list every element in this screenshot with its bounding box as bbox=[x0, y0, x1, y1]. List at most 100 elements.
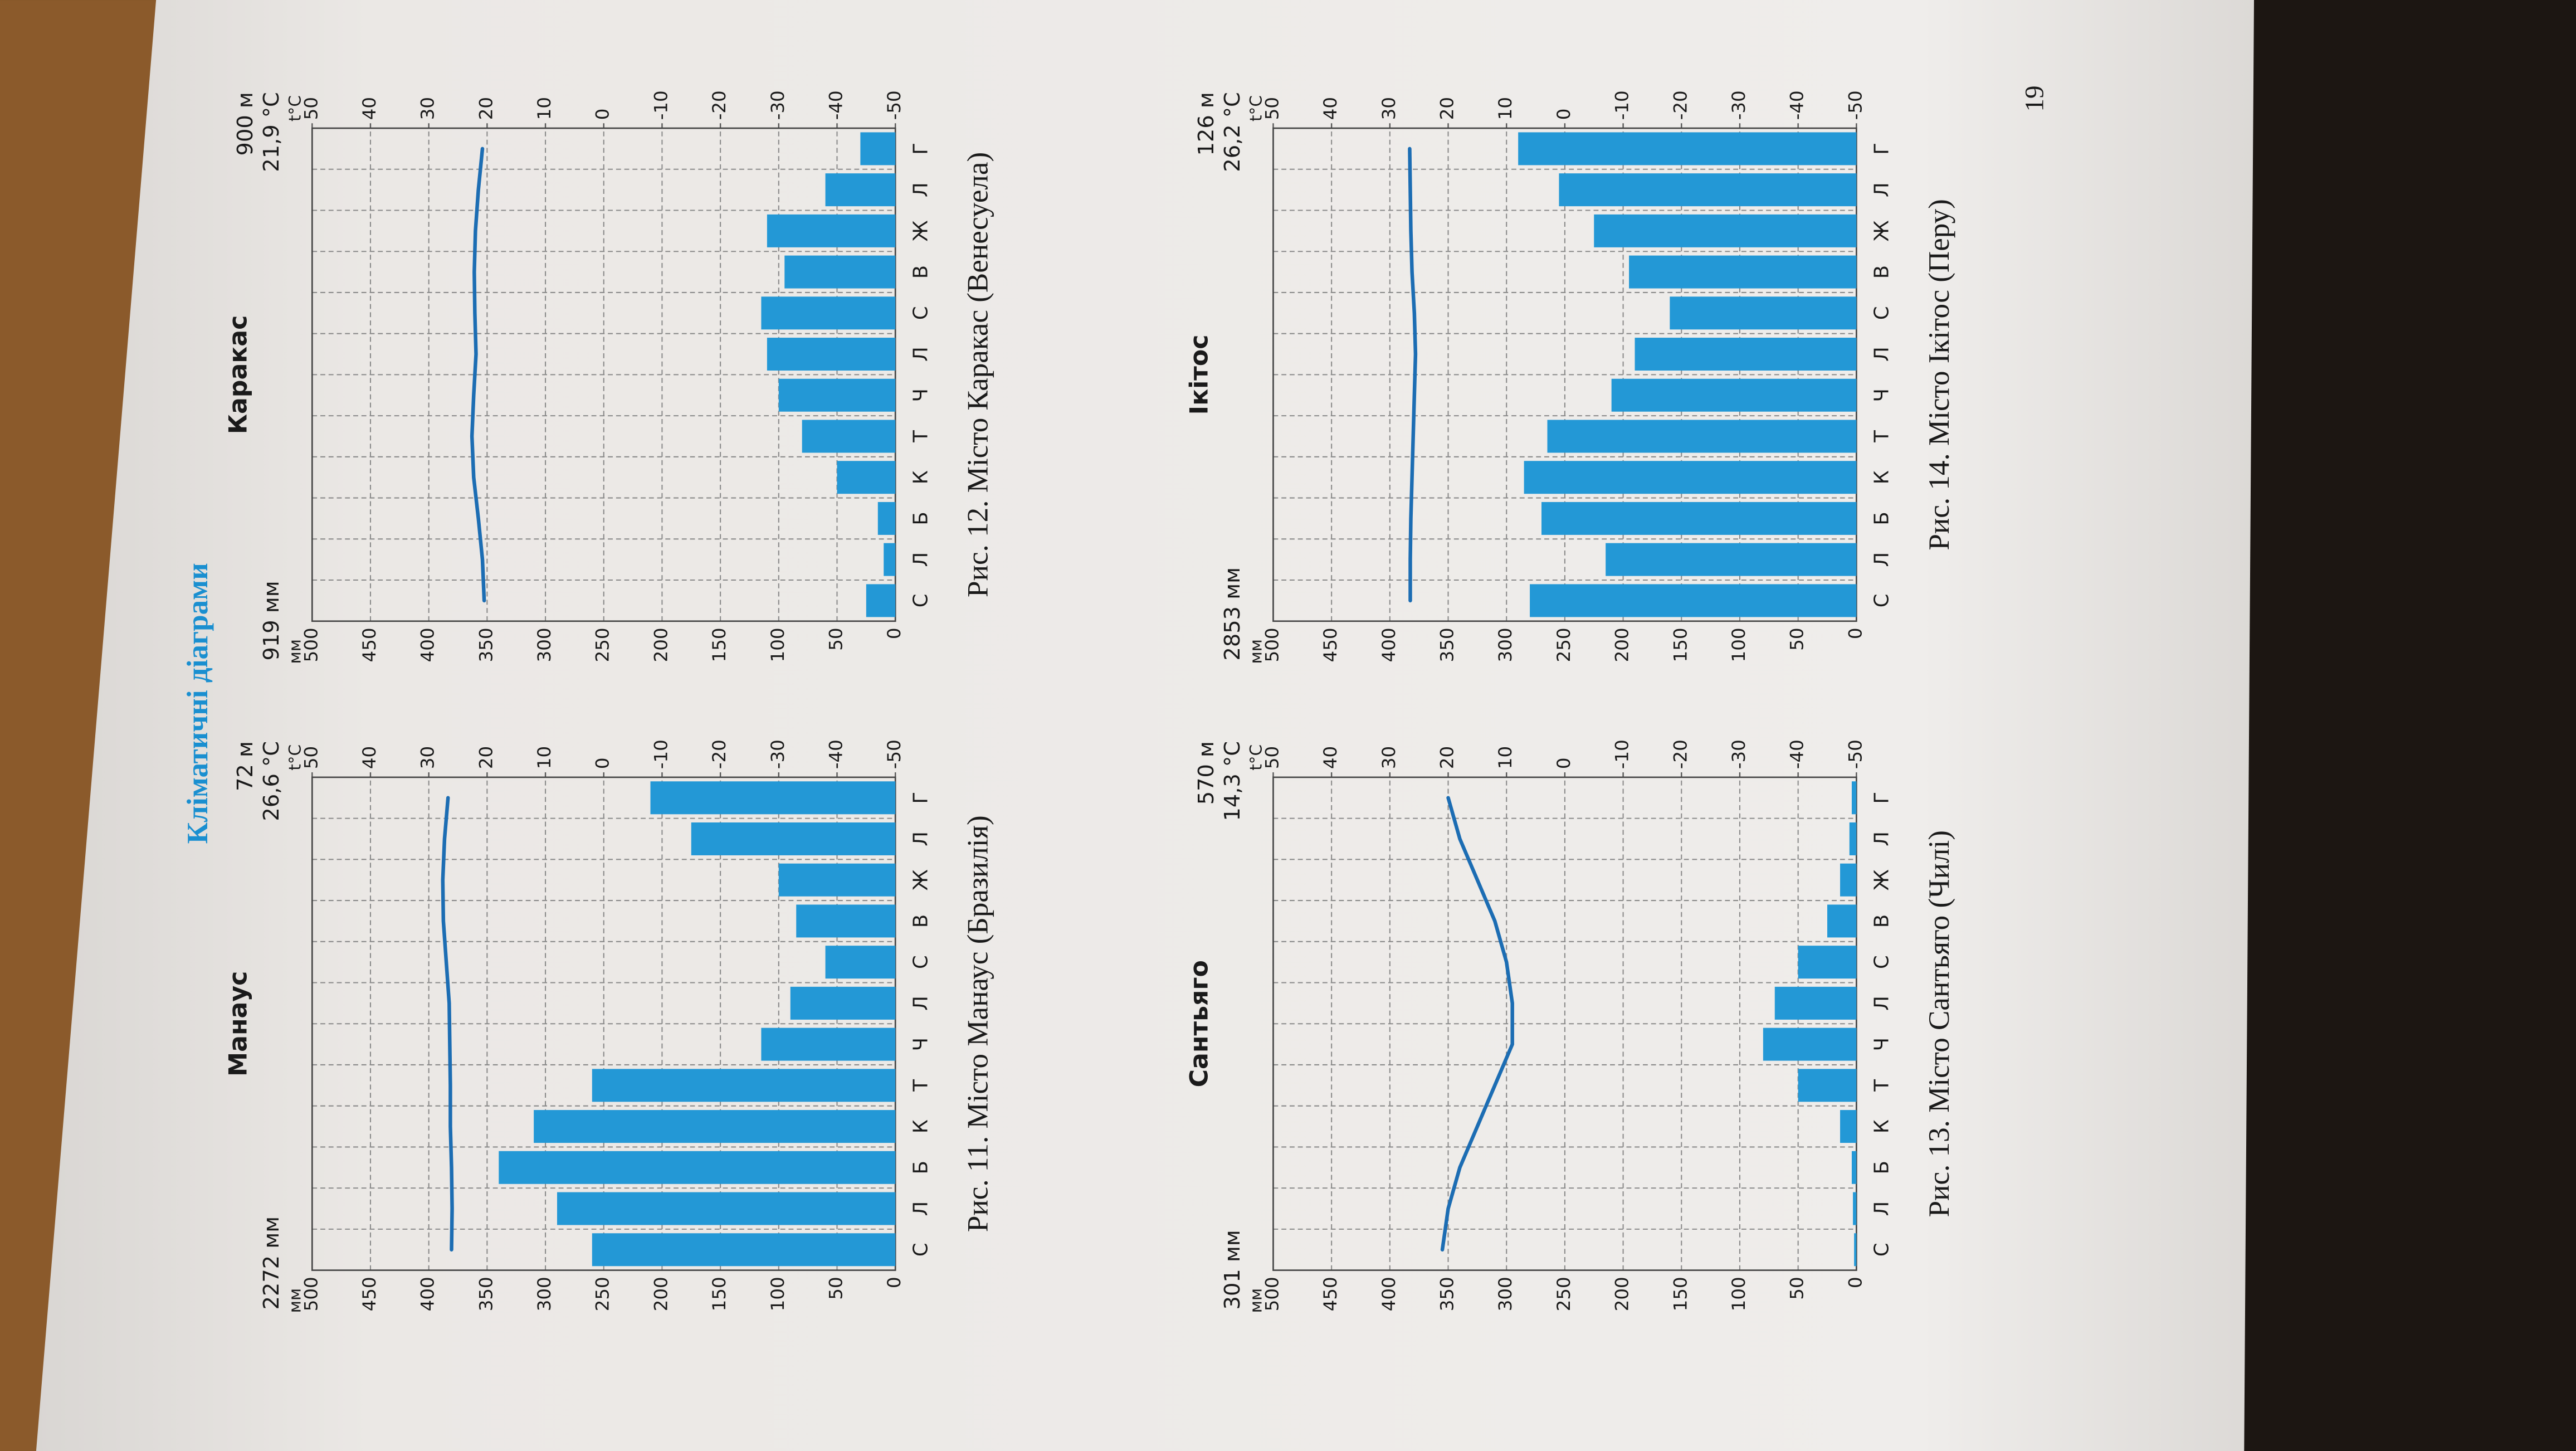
y2-tick-label: 30 bbox=[1378, 97, 1399, 120]
bar bbox=[767, 338, 896, 371]
y2-axis-label: t°C bbox=[285, 95, 304, 121]
y-tick-label: 50 bbox=[826, 628, 847, 651]
y2-tick-label: 0 bbox=[1553, 109, 1574, 120]
bar bbox=[784, 255, 896, 289]
bar bbox=[1518, 132, 1857, 165]
plot-frame bbox=[1272, 127, 1857, 622]
bar bbox=[884, 543, 896, 576]
x-tick-label: Ч bbox=[909, 388, 932, 402]
y2-tick-label: 40 bbox=[1320, 97, 1341, 120]
temperature-line bbox=[470, 147, 486, 603]
page-content: Кліматичні діаграми 19 Манаус 2272 мм 72 м… bbox=[182, 85, 2050, 1313]
y-tick-label: 450 bbox=[1320, 628, 1341, 663]
y2-tick-label: -10 bbox=[1612, 739, 1633, 769]
bar bbox=[1854, 1233, 1857, 1267]
plot-frame bbox=[1272, 776, 1857, 1271]
y2-tick-label: 0 bbox=[592, 109, 613, 120]
temperature-line bbox=[1440, 796, 1514, 1252]
x-tick-label: С bbox=[1871, 594, 1894, 608]
y2-tick-label: -50 bbox=[1845, 739, 1866, 769]
y-tick-label: 300 bbox=[1495, 1277, 1516, 1311]
y2-tick-label: -20 bbox=[709, 90, 730, 120]
y-tick-label: 350 bbox=[475, 628, 496, 663]
mean-temperature: 21,9 °C bbox=[259, 92, 284, 172]
y2-tick-label: 30 bbox=[1378, 746, 1399, 769]
x-tick-label: Ж bbox=[1871, 220, 1894, 241]
bar bbox=[691, 822, 896, 855]
y-tick-label: 450 bbox=[359, 628, 380, 663]
y2-tick-label: 50 bbox=[1261, 97, 1282, 120]
y-tick-label: 200 bbox=[650, 1277, 671, 1311]
x-tick-label: Л bbox=[909, 182, 932, 197]
x-tick-label: С bbox=[909, 306, 932, 320]
x-tick-label: Г bbox=[909, 143, 932, 155]
elevation: 570 м bbox=[1194, 741, 1219, 805]
page-number: 19 bbox=[2021, 85, 2050, 111]
y2-tick-label: -30 bbox=[1728, 90, 1749, 120]
book-page bbox=[36, 0, 2255, 1451]
elevation: 72 м bbox=[233, 741, 258, 791]
x-tick-label: Ч bbox=[1871, 388, 1894, 402]
y-tick-label: 500 bbox=[1261, 628, 1282, 663]
bar bbox=[1524, 461, 1857, 494]
bar bbox=[1798, 1069, 1857, 1102]
y2-tick-label: 30 bbox=[417, 746, 438, 769]
y-tick-label: 0 bbox=[884, 628, 905, 640]
temperature-line bbox=[1408, 147, 1418, 603]
bar bbox=[860, 132, 896, 165]
bar bbox=[1547, 420, 1857, 453]
bar bbox=[761, 296, 896, 330]
y-axis-label: мм bbox=[1246, 1288, 1265, 1313]
bar bbox=[796, 904, 896, 938]
bar bbox=[866, 584, 896, 617]
x-tick-label: С bbox=[1871, 1243, 1894, 1257]
x-tick-label: Л bbox=[1871, 831, 1894, 846]
bar bbox=[1827, 904, 1857, 938]
precipitation-total: 2853 мм bbox=[1220, 567, 1245, 661]
figure-caption: Рис. 11. Місто Манаус (Бразилія) bbox=[962, 815, 994, 1232]
y-tick-label: 150 bbox=[709, 628, 730, 663]
bar bbox=[557, 1192, 896, 1225]
y2-tick-label: 50 bbox=[1261, 746, 1282, 769]
y2-tick-label: 20 bbox=[475, 746, 496, 769]
x-tick-label: К bbox=[909, 1119, 932, 1133]
bar bbox=[534, 1110, 896, 1143]
x-tick-label: Ч bbox=[909, 1038, 932, 1051]
y2-tick-label: 10 bbox=[1495, 746, 1516, 769]
figure-caption: Рис. 14. Місто Ікітос (Перу) bbox=[1923, 199, 1955, 550]
x-tick-label: К bbox=[909, 470, 932, 484]
y2-tick-label: -30 bbox=[767, 90, 788, 120]
y2-tick-label: -40 bbox=[826, 739, 847, 769]
x-tick-label: С bbox=[1871, 955, 1894, 969]
mean-temperature: 26,2 °C bbox=[1220, 92, 1245, 172]
y2-tick-label: -30 bbox=[767, 739, 788, 769]
bar bbox=[778, 378, 896, 412]
y-axis-label: мм bbox=[1246, 639, 1265, 664]
y2-axis-label: t°C bbox=[285, 744, 304, 771]
x-tick-label: Л bbox=[909, 1201, 932, 1216]
bar bbox=[1594, 214, 1857, 247]
x-tick-label: Б bbox=[909, 512, 932, 525]
y2-tick-label: -40 bbox=[1787, 90, 1808, 120]
x-tick-label: Л bbox=[909, 996, 932, 1011]
bar bbox=[1849, 822, 1857, 855]
y-tick-label: 200 bbox=[1612, 1277, 1633, 1311]
mean-temperature: 26,6 °C bbox=[259, 741, 284, 821]
x-tick-label: Т bbox=[1871, 430, 1894, 443]
x-tick-label: С bbox=[909, 1243, 932, 1257]
precipitation-total: 919 мм bbox=[259, 581, 284, 660]
x-tick-label: Ж bbox=[1871, 869, 1894, 890]
x-tick-label: Л bbox=[1871, 347, 1894, 362]
y2-tick-label: 20 bbox=[475, 97, 496, 120]
bar bbox=[1559, 173, 1857, 207]
x-tick-label: С bbox=[909, 594, 932, 608]
y-tick-label: 100 bbox=[1728, 628, 1749, 663]
bar bbox=[1763, 1028, 1857, 1061]
y-tick-label: 250 bbox=[1553, 628, 1574, 663]
y2-tick-label: -20 bbox=[1670, 90, 1691, 120]
x-tick-label: С bbox=[909, 955, 932, 969]
bar bbox=[1851, 781, 1857, 815]
bar bbox=[1629, 255, 1857, 289]
y2-tick-label: 40 bbox=[359, 97, 380, 120]
